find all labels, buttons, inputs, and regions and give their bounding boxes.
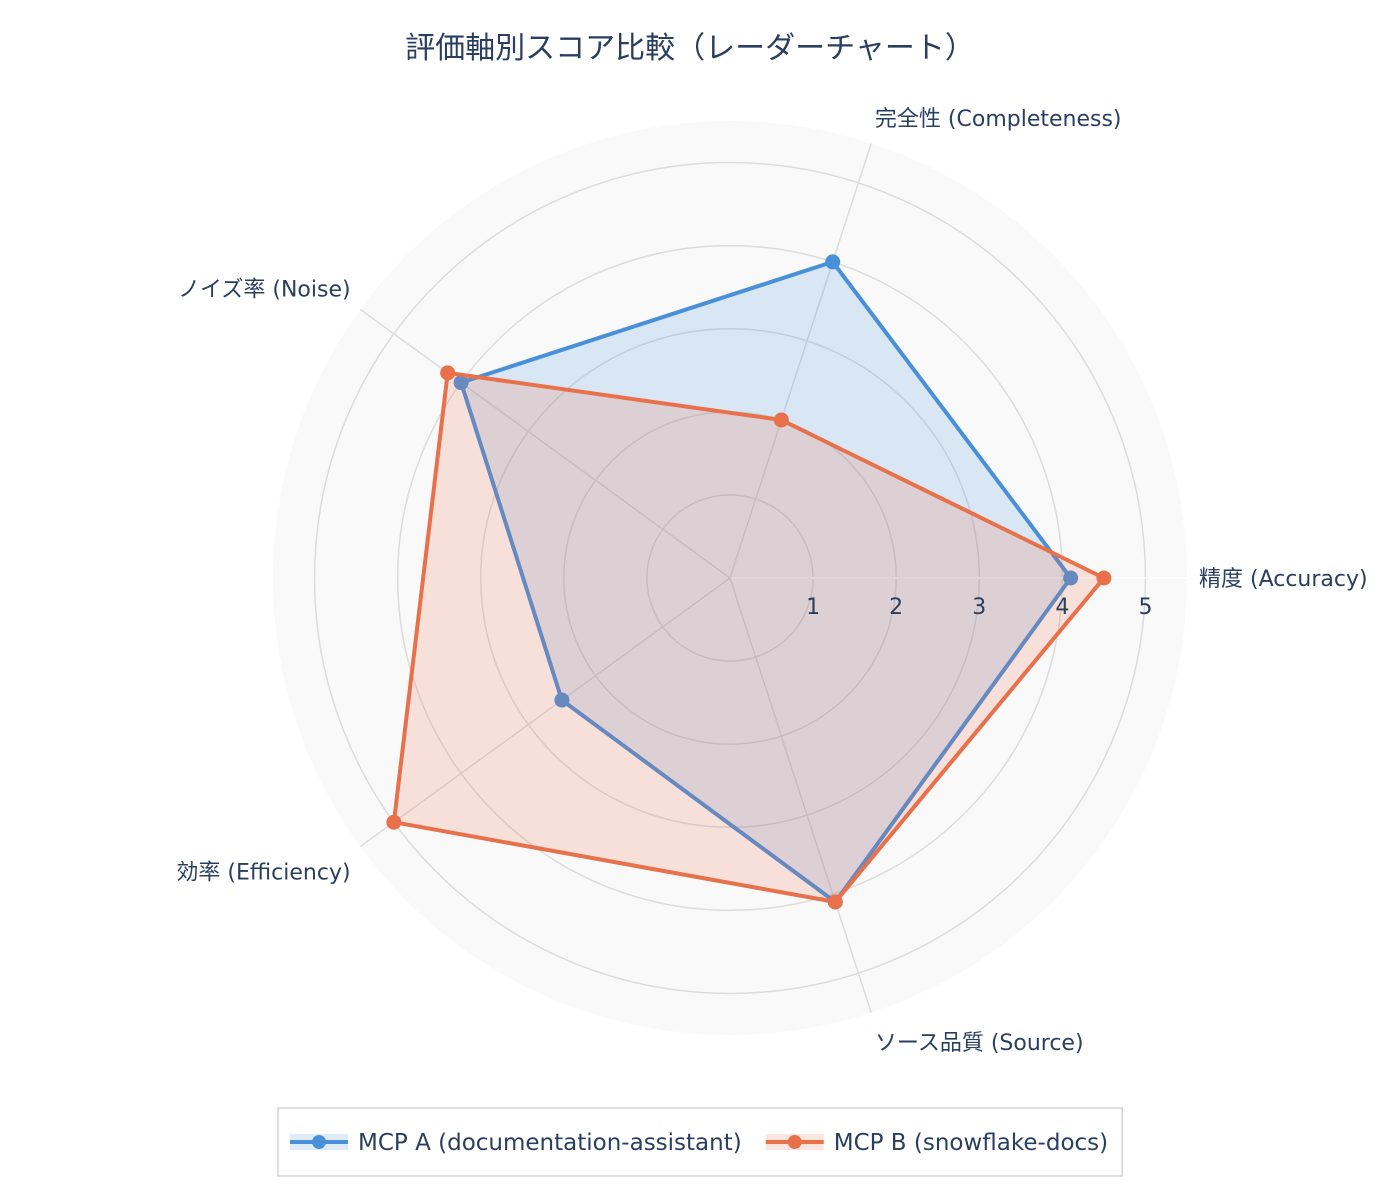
grid-spoke: [359, 308, 731, 579]
series-line: [459, 259, 1073, 904]
legend-box: [277, 1107, 1123, 1177]
legend-item-mcp-a[interactable]: MCP A (documentation-assistant): [290, 1130, 742, 1156]
legend-label: MCP A (documentation-assistant): [358, 1130, 742, 1156]
axis-label: ノイズ率 (Noise): [178, 277, 351, 302]
radial-tick-label: 4: [1055, 595, 1069, 620]
series-line: [391, 370, 1106, 904]
radial-tick-label: 1: [806, 595, 820, 620]
data-point: [825, 254, 841, 270]
legend[interactable]: MCP A (documentation-assistant) MCP B (sn…: [277, 1107, 1123, 1177]
series-mcp-b: [386, 365, 1112, 910]
grid-spoke: [729, 143, 872, 579]
chart-title: 評価軸別スコア比較（レーダーチャート）: [405, 31, 975, 66]
axis-label: 効率 (Efficiency): [176, 861, 350, 886]
data-point: [440, 365, 456, 381]
grid-spoke: [359, 577, 731, 848]
grid-spoke: [729, 577, 872, 1013]
axis-label: ソース品質 (Source): [875, 1031, 1084, 1056]
axis-label: 精度 (Accuracy): [1199, 567, 1368, 592]
data-point: [773, 412, 789, 428]
series-layer: [386, 254, 1112, 910]
data-point: [1063, 570, 1079, 586]
data-point: [386, 814, 402, 830]
radial-tick-label: 5: [1138, 595, 1152, 620]
data-point: [453, 375, 469, 391]
series-area: [461, 261, 1071, 902]
data-point: [554, 692, 570, 708]
legend-swatch-marker: [312, 1135, 326, 1149]
legend-label: MCP B (snowflake-docs): [834, 1130, 1108, 1156]
radial-tick-label: 2: [889, 595, 903, 620]
legend-swatch-marker: [787, 1135, 802, 1149]
legend-item-mcp-b[interactable]: MCP B (snowflake-docs): [765, 1130, 1108, 1156]
series-area: [393, 372, 1104, 902]
data-point: [827, 894, 843, 910]
angular-axis-labels: 精度 (Accuracy) 完全性 (Completeness) ノイズ率 (Noi…: [176, 107, 1367, 1056]
radial-tick-label: 3: [972, 595, 986, 620]
data-point: [1096, 570, 1112, 586]
radial-tick-labels: 1 2 3 4 5: [806, 595, 1152, 620]
axis-label: 完全性 (Completeness): [875, 107, 1122, 132]
polar-grid: [313, 143, 1187, 1013]
